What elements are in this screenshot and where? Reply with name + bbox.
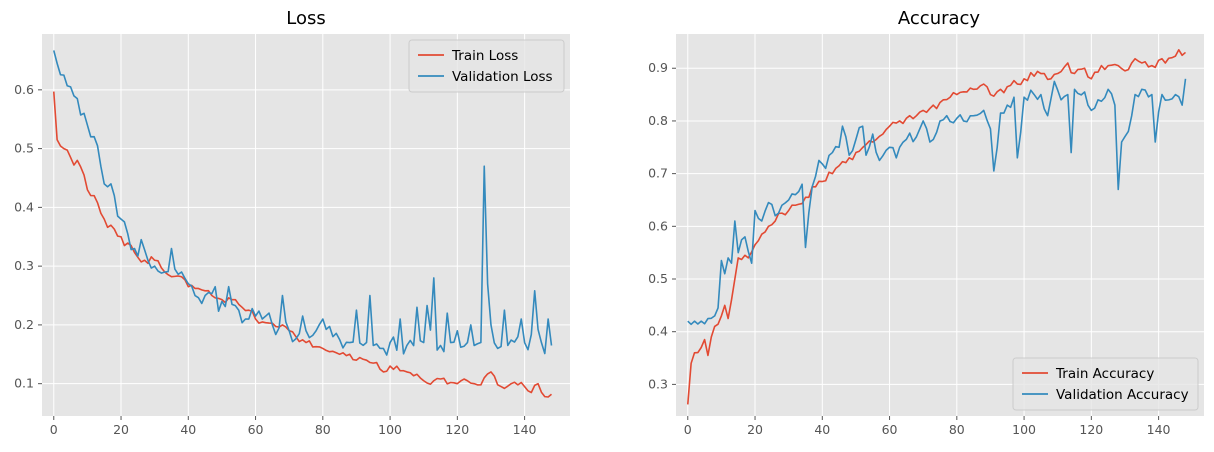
y-tick-label: 0.7 xyxy=(648,166,668,181)
y-tick-label: 0.4 xyxy=(648,324,668,339)
y-tick-label: 0.6 xyxy=(14,82,34,97)
plot-background xyxy=(676,34,1204,416)
loss-chart: Loss 0.1 0.2 0.3 0.4 0.5 0.6 0 20 40 60 80 100 120 14… xyxy=(14,8,570,437)
legend-box xyxy=(408,39,565,93)
legend-label: Train Loss xyxy=(451,48,518,64)
accuracy-plot-area: 0.3 0.4 0.5 0.6 0.7 0.8 0.9 0 20 40 60 80 100 120 140 xyxy=(648,34,1204,437)
train-series-line xyxy=(686,49,1187,405)
x-tick-label: 60 xyxy=(248,422,264,437)
validation-series-line xyxy=(687,78,1187,326)
validation-series-line xyxy=(52,50,553,356)
train-series-line xyxy=(52,91,553,398)
y-tick-label: 0.3 xyxy=(648,376,668,391)
loss-chart-title: Loss xyxy=(286,8,325,29)
y-tick-label: 0.4 xyxy=(14,199,34,214)
legend-label: Validation Loss xyxy=(452,69,553,85)
x-tick-label: 100 xyxy=(1012,422,1036,437)
x-tick-label: 60 xyxy=(882,422,898,437)
x-tick-label: 0 xyxy=(684,422,692,437)
y-tick-label: 0.1 xyxy=(14,376,34,391)
legend-box xyxy=(1012,357,1199,411)
accuracy-legend: Train Accuracy Validation Accuracy xyxy=(1012,357,1199,411)
y-tick-label: 0.2 xyxy=(14,317,34,332)
legend-label: Validation Accuracy xyxy=(1056,387,1189,403)
x-tick-label: 120 xyxy=(445,422,469,437)
y-tick-label: 0.8 xyxy=(648,113,668,128)
x-tick-label: 40 xyxy=(814,422,830,437)
y-tick-label: 0.6 xyxy=(648,218,668,233)
accuracy-chart-title: Accuracy xyxy=(898,8,981,29)
x-tick-label: 20 xyxy=(113,422,129,437)
x-tick-label: 20 xyxy=(747,422,763,437)
y-tick-label: 0.9 xyxy=(648,60,668,75)
x-tick-label: 0 xyxy=(50,422,58,437)
x-tick-label: 140 xyxy=(1147,422,1171,437)
y-tick-label: 0.5 xyxy=(648,271,668,286)
y-tick-label: 0.3 xyxy=(14,258,34,273)
x-tick-label: 120 xyxy=(1079,422,1103,437)
plot-background xyxy=(42,34,570,416)
y-tick-label: 0.5 xyxy=(14,141,34,156)
loss-plot-area: 0.1 0.2 0.3 0.4 0.5 0.6 0 20 40 60 80 100 120 140 xyxy=(14,34,570,437)
loss-legend: Train Loss Validation Loss xyxy=(408,39,565,93)
accuracy-chart: Accuracy 0.3 0.4 0.5 0.6 0.7 0.8 0.9 0 20 40 60 80 1… xyxy=(648,8,1204,437)
x-tick-label: 140 xyxy=(513,422,537,437)
x-tick-label: 100 xyxy=(378,422,402,437)
x-tick-label: 40 xyxy=(180,422,196,437)
legend-label: Train Accuracy xyxy=(1055,366,1154,382)
x-tick-label: 80 xyxy=(315,422,331,437)
x-tick-label: 80 xyxy=(949,422,965,437)
